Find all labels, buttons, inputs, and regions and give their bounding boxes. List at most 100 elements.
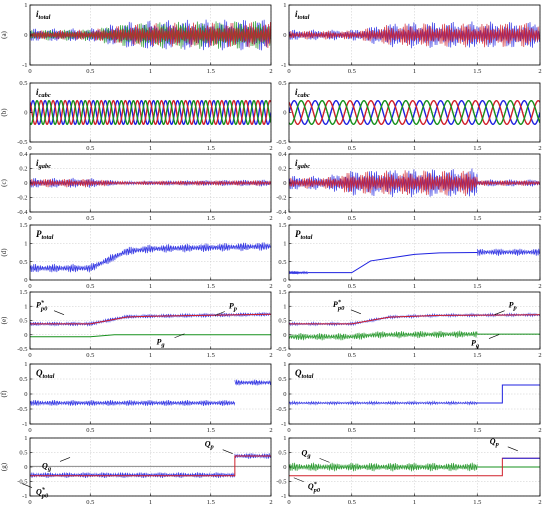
title-main: i bbox=[36, 9, 39, 19]
y-tick-label: 0 bbox=[283, 332, 286, 339]
title-sub: p bbox=[513, 305, 518, 312]
x-tick-label: 0 bbox=[287, 283, 290, 290]
y-tick-label: 0.5 bbox=[19, 318, 27, 325]
panel-title: Pp bbox=[509, 301, 518, 312]
title-main: P bbox=[157, 338, 162, 347]
title-star: * bbox=[338, 299, 342, 306]
y-tick-label: -0.5 bbox=[276, 406, 286, 413]
title-main: Q bbox=[36, 488, 42, 497]
y-tick-label: 1.5 bbox=[19, 222, 27, 229]
x-tick-label: 0.5 bbox=[348, 499, 356, 506]
y-tick-label: 0 bbox=[24, 180, 27, 187]
x-tick-label: 1.5 bbox=[473, 499, 481, 506]
x-tick-label: 2 bbox=[269, 499, 272, 506]
y-tick-label: 0.4 bbox=[278, 151, 287, 158]
panel-title: Q* p0 bbox=[36, 487, 49, 500]
title-sub: total bbox=[302, 373, 314, 380]
x-tick-label: 1.5 bbox=[473, 352, 481, 359]
series-band bbox=[234, 379, 271, 386]
x-tick-label: 1.5 bbox=[207, 68, 215, 75]
annotation-arrow bbox=[293, 477, 304, 483]
x-tick-label: 0 bbox=[28, 499, 31, 506]
y-tick-label: 0.5 bbox=[19, 450, 27, 457]
series-group bbox=[30, 379, 271, 407]
x-tick-label: 0.5 bbox=[348, 352, 356, 359]
x-tick-label: 0 bbox=[287, 352, 290, 359]
y-tick-label: -0.4 bbox=[17, 209, 28, 216]
y-tick-label: 1 bbox=[24, 2, 27, 9]
x-tick-label: 1.5 bbox=[473, 283, 481, 290]
series-group bbox=[289, 99, 540, 126]
x-tick-label: 2 bbox=[538, 352, 541, 359]
annotation-arrow bbox=[174, 333, 185, 339]
x-tick-label: 0.5 bbox=[348, 427, 356, 434]
title-sub: p bbox=[210, 444, 215, 451]
y-tick-label: -0.4 bbox=[276, 209, 287, 216]
y-tick-label: 1 bbox=[283, 241, 286, 248]
title-star: * bbox=[314, 481, 318, 488]
y-tick-label: 1 bbox=[24, 361, 27, 368]
y-tick-label: 0 bbox=[283, 391, 286, 398]
series-line bbox=[30, 455, 271, 477]
chart-panel: 0 0.5 1 1.5 2 1.5 1 0.5 0 Ptotal (d) bbox=[0, 222, 273, 290]
title-main: Q bbox=[308, 482, 314, 491]
annotation-arrow bbox=[21, 483, 33, 488]
series-group bbox=[289, 168, 540, 198]
title-sub: gabc bbox=[38, 163, 52, 170]
chart-panel: 0 0.5 1 1.5 2 1 0.5 0 -0.5 -1 Qtotal bbox=[276, 361, 541, 434]
annotation-arrow bbox=[488, 334, 500, 339]
row-label: (a) bbox=[0, 30, 8, 38]
title-sub: g bbox=[475, 343, 480, 350]
x-tick-label: 2 bbox=[538, 283, 541, 290]
series-line bbox=[289, 314, 540, 325]
x-tick-label: 1 bbox=[413, 427, 416, 434]
x-tick-label: 1.5 bbox=[207, 427, 215, 434]
title-main: i bbox=[36, 87, 39, 97]
y-tick-label: -0.5 bbox=[17, 346, 27, 353]
x-tick-label: 1.5 bbox=[473, 68, 481, 75]
y-tick-label: 1 bbox=[24, 303, 27, 310]
chart-panel: 0 0.5 1 1.5 2 0.4 0.2 0 -0.2 -0.4 igabc (c) bbox=[0, 151, 273, 222]
x-tick-label: 0 bbox=[28, 283, 31, 290]
x-tick-label: 0 bbox=[28, 145, 31, 152]
y-tick-label: -1 bbox=[22, 62, 27, 69]
y-tick-label: 0.5 bbox=[278, 450, 286, 457]
x-tick-label: 1.5 bbox=[473, 215, 481, 222]
chart-panel: 0 0.5 1 1.5 2 0.4 0.2 0 -0.2 -0.4 igabc bbox=[276, 151, 541, 222]
y-tick-label: 0 bbox=[283, 32, 286, 39]
x-tick-label: 0 bbox=[28, 352, 31, 359]
y-tick-label: 1 bbox=[283, 303, 286, 310]
x-tick-label: 0 bbox=[287, 145, 290, 152]
x-tick-label: 0.5 bbox=[348, 145, 356, 152]
panel-title: Qp bbox=[490, 437, 500, 448]
title-sub: g bbox=[47, 465, 52, 472]
series-line bbox=[30, 334, 271, 338]
title-main: P bbox=[36, 229, 42, 239]
panel-title: Qg bbox=[302, 448, 312, 459]
x-tick-label: 1 bbox=[413, 145, 416, 152]
y-tick-label: 0.5 bbox=[278, 318, 286, 325]
y-tick-label: 1 bbox=[24, 435, 27, 442]
title-sub: cabc bbox=[39, 92, 51, 99]
x-tick-label: 1 bbox=[149, 283, 152, 290]
title-main: Q bbox=[36, 368, 43, 378]
title-main: Q bbox=[42, 461, 48, 470]
panel-title: itotal bbox=[36, 9, 51, 21]
title-main: i bbox=[295, 87, 298, 97]
x-tick-label: 1.5 bbox=[207, 352, 215, 359]
annotation-arrow bbox=[214, 311, 225, 316]
panel-title: Qtotal bbox=[295, 368, 314, 380]
panel-title: P* p0 bbox=[333, 299, 345, 312]
x-tick-label: 0.5 bbox=[86, 352, 94, 359]
series-band bbox=[289, 462, 478, 472]
y-tick-label: 0.5 bbox=[278, 80, 286, 87]
title-star: * bbox=[42, 487, 46, 494]
y-tick-label: 1 bbox=[283, 435, 286, 442]
row-label: (d) bbox=[0, 248, 8, 257]
series-line bbox=[289, 99, 540, 126]
y-tick-label: 1 bbox=[24, 241, 27, 248]
x-tick-label: 2 bbox=[269, 283, 272, 290]
panel-title: Qp bbox=[205, 440, 215, 451]
y-tick-label: 0.2 bbox=[19, 166, 27, 173]
